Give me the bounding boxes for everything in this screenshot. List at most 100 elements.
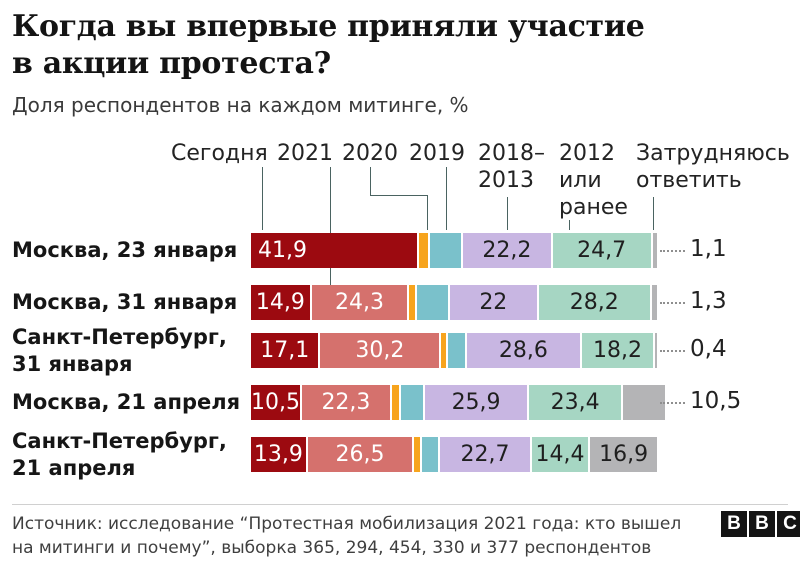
leader-line-2012-earlier: [569, 220, 570, 230]
segment-value-label: 17,1: [260, 338, 310, 363]
leader-line-2019: [446, 167, 447, 230]
segment-value-label: 28,6: [498, 338, 548, 363]
column-header--: Сегодня: [171, 141, 268, 166]
external-value-label: 0,4: [690, 336, 727, 362]
bar-row: 13,9 26,5 22,7 14,4 16,9: [251, 437, 657, 472]
bar-segment: 22,2: [462, 233, 551, 268]
external-value-label: 1,1: [690, 236, 727, 262]
bar-segment: [409, 285, 415, 320]
bar-segment: 17,1: [251, 333, 319, 368]
row-label: Москва, 23 января: [12, 238, 238, 262]
segment-value-label: 13,9: [253, 442, 303, 467]
segment-value-label: 30,2: [355, 338, 405, 363]
leader-line-2018-2013: [507, 197, 508, 230]
footer-divider: [12, 504, 788, 505]
segment-value-label: 41,9: [258, 238, 307, 263]
leader-line-today: [262, 167, 263, 230]
external-value-label: 1,3: [690, 288, 727, 314]
row-label: Москва, 31 января: [12, 290, 238, 314]
leader-line-undecided: [653, 197, 654, 230]
bar-segment: [418, 233, 428, 268]
segment-value-label: 23,4: [550, 390, 600, 415]
bar-segment: 22,7: [440, 437, 530, 472]
source-line-1: Источник: исследование “Протестная мобил…: [12, 514, 682, 534]
segment-value-label: 24,7: [577, 238, 627, 263]
bar-segment: 28,2: [538, 285, 650, 320]
chart-subtitle: Доля респондентов на каждом митинге, %: [12, 93, 469, 117]
bar-segment: 30,2: [320, 333, 440, 368]
bbc-logo: B B C: [721, 511, 800, 537]
bar-segment: 13,9: [251, 437, 306, 472]
leader-line-2021: [330, 167, 331, 297]
source-note: Источник: исследование “Протестная мобил…: [12, 512, 681, 560]
segment-value-label: 22,2: [482, 238, 532, 263]
segment-value-label: 24,3: [335, 290, 385, 315]
bbc-logo-letter: B: [749, 511, 775, 537]
segment-value-label: 25,9: [451, 390, 501, 415]
bbc-logo-letter: C: [777, 511, 800, 537]
row-label: Москва, 21 апреля: [12, 390, 241, 414]
segment-value-label: 14,4: [535, 442, 585, 467]
segment-value-label: 16,9: [599, 442, 649, 467]
bar-segment: 14,4: [531, 437, 589, 472]
bar-segment: 24,3: [311, 285, 408, 320]
bar-segment: [447, 333, 465, 368]
title-line-2: в акции протеста?: [12, 46, 331, 81]
leader-line-2020-vert2: [427, 195, 428, 230]
leader-line-2020-horiz: [370, 195, 428, 196]
bar-segment: 28,6: [466, 333, 580, 368]
bar-segment: [651, 285, 657, 320]
external-value-label: 10,5: [690, 388, 742, 414]
bar-segment: 10,5: [251, 385, 300, 420]
segment-value-label: 22,7: [460, 442, 510, 467]
bar-segment: 14,9: [251, 285, 310, 320]
external-label-dotted-leader: [660, 250, 685, 252]
segment-value-label: 26,5: [335, 442, 385, 467]
bar-segment: [441, 333, 446, 368]
bar-segment: [655, 333, 657, 368]
bar-segment: [422, 437, 439, 472]
bar-segment: 24,7: [552, 233, 651, 268]
column-header-2019: 2019: [409, 141, 465, 166]
bar-segment: [416, 285, 448, 320]
bar-segment: 41,9: [251, 233, 417, 268]
bar-segment: 26,5: [307, 437, 413, 472]
segment-value-label: 18,2: [593, 338, 642, 363]
row-label: Санкт-Петербург, 21 апреля: [12, 428, 227, 480]
row-label: Санкт-Петербург, 31 января: [12, 324, 227, 376]
segment-value-label: 22,3: [321, 390, 371, 415]
bar-row: 41,9 22,2 24,7: [251, 233, 657, 268]
bbc-logo-letter: B: [721, 511, 747, 537]
segment-value-label: 10,5: [251, 390, 300, 415]
bar-segment: 22,3: [301, 385, 390, 420]
bar-segment: [391, 385, 399, 420]
bar-segment: [400, 385, 424, 420]
bar-segment: 23,4: [529, 385, 622, 420]
column-header-2020: 2020: [342, 141, 398, 166]
bar-row: 10,5 22,3 25,9 23,4: [251, 385, 665, 420]
segment-value-label: 22: [479, 290, 508, 315]
bar-segment: [429, 233, 461, 268]
stacked-bar-chart: Сегодня 2021 2020 2019 2018– 2013 2012 или ранее…: [0, 135, 800, 495]
segment-value-label: 28,2: [569, 290, 619, 315]
external-label-dotted-leader: [660, 350, 685, 352]
chart-title: Когда вы впервые приняли участие в акции …: [12, 8, 645, 82]
title-line-1: Когда вы впервые приняли участие: [12, 9, 645, 44]
bar-segment: [414, 437, 421, 472]
bar-row: 17,1 30,2 28,6 18,2: [251, 333, 657, 368]
external-label-dotted-leader: [660, 302, 685, 304]
bar-row: 14,9 24,3 22 28,2: [251, 285, 657, 320]
source-line-2: на митинги и почему”, выборка 365, 294, …: [12, 538, 652, 558]
bar-segment: 18,2: [581, 333, 654, 368]
leader-line-2020-vert1: [370, 167, 371, 196]
column-header-2018-2013: 2018– 2013: [478, 141, 545, 193]
column-header--: Затрудняюсь ответить: [636, 141, 790, 193]
bar-segment: [623, 385, 665, 420]
column-header-2021: 2021: [277, 141, 333, 166]
bar-segment: 22: [449, 285, 537, 320]
column-header-2012-: 2012 или ранее: [559, 141, 628, 220]
bar-segment: 16,9: [590, 437, 657, 472]
segment-value-label: 14,9: [255, 290, 305, 315]
external-label-dotted-leader: [660, 402, 685, 404]
